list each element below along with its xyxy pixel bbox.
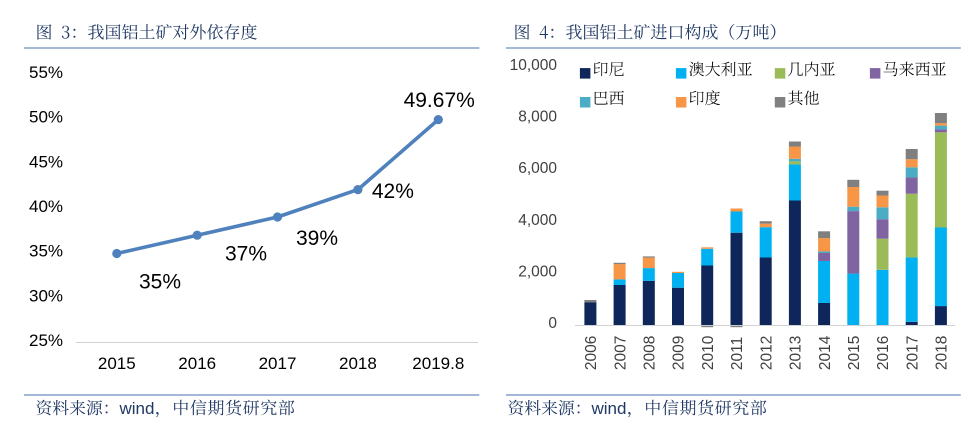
svg-text:2009: 2009 xyxy=(671,336,688,370)
svg-text:2019.8: 2019.8 xyxy=(412,354,464,373)
svg-text:2018: 2018 xyxy=(339,354,377,373)
svg-text:2018: 2018 xyxy=(934,336,951,370)
svg-text:2017: 2017 xyxy=(259,354,297,373)
svg-text:2013: 2013 xyxy=(788,336,805,370)
svg-text:55%: 55% xyxy=(29,63,63,82)
svg-text:37%: 37% xyxy=(225,243,267,266)
svg-text:49.67%: 49.67% xyxy=(404,89,475,112)
svg-text:2016: 2016 xyxy=(178,354,216,373)
svg-text:2017: 2017 xyxy=(904,336,921,370)
svg-text:2006: 2006 xyxy=(583,336,600,370)
svg-text:2,000: 2,000 xyxy=(518,263,557,280)
svg-text:2015: 2015 xyxy=(98,354,136,373)
svg-text:2011: 2011 xyxy=(729,337,746,370)
svg-text:wind: wind xyxy=(591,399,627,418)
svg-text:8,000: 8,000 xyxy=(518,109,557,126)
svg-text:2012: 2012 xyxy=(758,336,775,370)
svg-text:2008: 2008 xyxy=(642,336,659,370)
svg-text:6,000: 6,000 xyxy=(518,160,557,177)
svg-text:4,000: 4,000 xyxy=(518,212,557,229)
svg-text:35%: 35% xyxy=(139,271,181,294)
svg-text:30%: 30% xyxy=(29,286,63,305)
svg-text:39%: 39% xyxy=(296,227,338,250)
svg-text:0: 0 xyxy=(548,315,557,332)
svg-text:40%: 40% xyxy=(29,197,63,216)
svg-text:35%: 35% xyxy=(29,242,63,261)
svg-text:2010: 2010 xyxy=(700,335,717,370)
svg-text:2015: 2015 xyxy=(846,336,863,370)
svg-text:10,000: 10,000 xyxy=(510,57,558,74)
svg-text:45%: 45% xyxy=(29,152,63,171)
svg-text:wind: wind xyxy=(119,399,155,418)
svg-text:50%: 50% xyxy=(29,108,63,127)
svg-text:42%: 42% xyxy=(372,180,414,203)
svg-text:25%: 25% xyxy=(29,331,63,350)
svg-text:2007: 2007 xyxy=(612,336,629,370)
svg-text:2014: 2014 xyxy=(817,335,834,370)
svg-text:2016: 2016 xyxy=(875,336,892,370)
